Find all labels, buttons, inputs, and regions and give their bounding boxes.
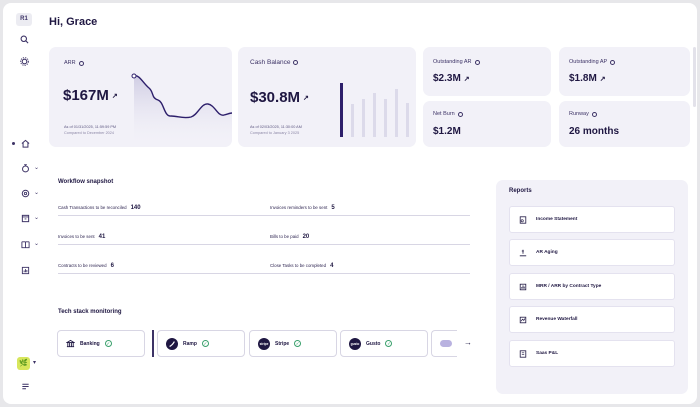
workflow-item[interactable]: Contracts to be reviewed 6: [58, 258, 270, 274]
page-title: Hi, Grace: [49, 16, 98, 28]
check-icon: ✓: [201, 340, 209, 347]
sidebar: R1 ⌄ ⌄ ⌄ ⌄ 🌿 ▾: [3, 3, 43, 404]
pnl-icon: [519, 349, 527, 358]
workspace-badge[interactable]: R1: [16, 13, 32, 26]
app-window: R1 ⌄ ⌄ ⌄ ⌄ 🌿 ▾: [3, 3, 697, 404]
workflow-item[interactable]: Invoices to be sent 41: [58, 229, 270, 245]
workflow-title: Workflow snapshot: [58, 179, 114, 185]
burn-value: $1.2M: [433, 126, 461, 137]
workflow-icon[interactable]: [17, 161, 33, 175]
report-saas-pnl[interactable]: Saas P&L: [509, 340, 675, 367]
cash-compared: Compared to January 3 2025: [250, 131, 300, 135]
tech-stack-title: Tech stack monitoring: [58, 309, 122, 315]
search-icon[interactable]: [16, 32, 32, 46]
info-icon[interactable]: [591, 111, 597, 117]
income-statement-icon: [519, 215, 527, 224]
ar-aging-icon: [519, 249, 527, 256]
runway-value: 26 months: [569, 126, 620, 137]
burn-label: Net Burn: [433, 111, 463, 117]
chart-icon[interactable]: [17, 263, 33, 277]
list-icon[interactable]: [17, 379, 33, 393]
workflow-item[interactable]: Cash Transactions to be reconciled 140: [58, 200, 270, 216]
tech-banking[interactable]: Banking ✓: [57, 330, 145, 357]
chevron-down-icon[interactable]: ⌄: [34, 241, 40, 247]
avatar[interactable]: 🌿: [17, 357, 30, 370]
arr-as-of: As of 01/31/2025, 11:59:59 PM: [64, 125, 117, 129]
arr-label: ARR: [64, 60, 84, 66]
cash-as-of: As of 02/03/2025, 11:30:00 AM: [250, 125, 302, 129]
arr-sparkline: [131, 73, 232, 147]
tech-ramp[interactable]: Ramp ✓: [157, 330, 245, 357]
waterfall-icon: [519, 316, 527, 323]
info-icon[interactable]: [78, 60, 84, 66]
outstanding-ap-card[interactable]: Outstanding AP $1.8M ↗: [559, 47, 690, 96]
reports-title: Reports: [509, 188, 532, 194]
cash-label: Cash Balance: [250, 59, 299, 66]
gusto-logo-icon: gusto: [349, 337, 361, 350]
book-icon[interactable]: [17, 237, 33, 251]
bar-chart-icon: [519, 283, 527, 290]
ar-value: $2.3M ↗: [433, 73, 470, 84]
info-icon[interactable]: [293, 60, 299, 65]
report-revenue-waterfall[interactable]: Revenue Waterfall: [509, 306, 675, 333]
arr-value: $167M ↗: [63, 87, 118, 104]
home-icon[interactable]: [17, 136, 33, 150]
cash-value: $30.8M ↗: [250, 89, 309, 106]
ar-label: Outstanding AR: [433, 59, 480, 65]
tech-gusto[interactable]: gusto Gusto ✓: [340, 330, 428, 357]
cash-bar-chart: [340, 83, 409, 137]
runway-label: Runway: [569, 111, 597, 117]
check-icon: ✓: [104, 340, 112, 347]
chevron-down-icon[interactable]: ▾: [33, 360, 37, 366]
search-doc-icon[interactable]: [17, 186, 33, 200]
trend-up-icon: ↗: [111, 92, 118, 100]
arr-card[interactable]: ARR $167M ↗ As of 01/31/2025, 11:59:59 PM…: [49, 47, 232, 147]
info-icon[interactable]: [474, 59, 480, 65]
report-income-statement[interactable]: Income Statement: [509, 206, 675, 233]
ap-label: Outstanding AP: [569, 59, 616, 65]
workflow-item[interactable]: Invoices reminders to be sent 5: [270, 200, 470, 216]
info-icon[interactable]: [610, 59, 616, 65]
reports-panel: Reports Income Statement AR Aging MRR / …: [496, 180, 688, 394]
check-icon: ✓: [385, 340, 393, 347]
tech-partial[interactable]: [431, 330, 457, 357]
bank-icon: [66, 339, 75, 348]
workflow-item[interactable]: Close Tasks to be completed 4: [270, 258, 470, 274]
chevron-down-icon[interactable]: ⌄: [34, 215, 40, 221]
gear-icon[interactable]: [16, 54, 32, 68]
report-mrr-arr[interactable]: MRR / ARR by Contract Type: [509, 273, 675, 300]
chevron-down-icon[interactable]: ⌄: [34, 190, 40, 196]
trend-up-icon: ↗: [599, 75, 606, 83]
scroll-divider: [152, 330, 154, 357]
runway-card[interactable]: Runway 26 months: [559, 101, 690, 147]
stripe-logo-icon: stripe: [258, 337, 270, 350]
check-icon: ✓: [294, 340, 302, 347]
active-indicator: [12, 142, 15, 145]
report-ar-aging[interactable]: AR Aging: [509, 239, 675, 266]
ramp-logo-icon: [166, 337, 178, 350]
workflow-item[interactable]: Bills to be paid 20: [270, 229, 470, 245]
cash-balance-card[interactable]: Cash Balance $30.8M ↗ As of 02/03/2025, 1…: [238, 47, 416, 147]
arrow-right-icon[interactable]: →: [464, 338, 472, 347]
inbox-icon[interactable]: [17, 211, 33, 225]
outstanding-ar-card[interactable]: Outstanding AR $2.3M ↗: [423, 47, 551, 96]
ap-value: $1.8M ↗: [569, 73, 606, 84]
chevron-down-icon[interactable]: ⌄: [34, 165, 40, 171]
arr-compared: Compared to December 2024: [64, 131, 115, 135]
net-burn-card[interactable]: Net Burn $1.2M: [423, 101, 551, 147]
info-icon[interactable]: [457, 111, 463, 117]
tech-stripe[interactable]: stripe Stripe ✓: [249, 330, 337, 357]
scrollbar[interactable]: [693, 47, 696, 107]
cloud-logo-icon: [440, 340, 452, 347]
trend-up-icon: ↗: [303, 94, 309, 102]
trend-up-icon: ↗: [463, 75, 470, 83]
